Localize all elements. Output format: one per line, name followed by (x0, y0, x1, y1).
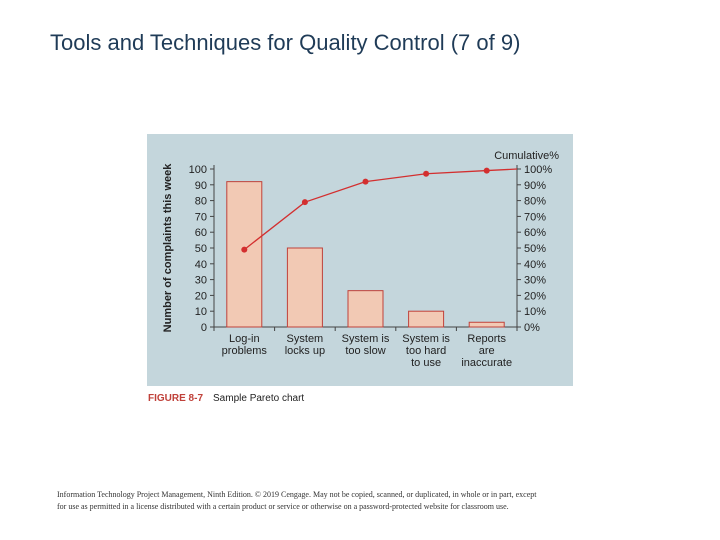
bar (286, 247, 323, 328)
y-tick-label-left: 0 (201, 322, 207, 334)
pareto-chart: 0 10 20 30 40 50 60 70 80 90 100 0% 10% 20% 30% 40% 50% 6… (162, 150, 559, 369)
x-category-label: Reports are inaccurate (461, 333, 512, 369)
y-tick-label-left: 60 (195, 227, 207, 239)
y-tick-label-left: 80 (195, 196, 207, 208)
bar (226, 181, 263, 328)
y-tick-label-right: 60% (524, 227, 546, 239)
x-category-label: System is too hard to use (402, 333, 450, 369)
y-axis-label-left: Number of complaints this week (162, 163, 174, 333)
figure-caption-text: Sample Pareto chart (213, 393, 305, 404)
y-tick-label-right: 50% (524, 243, 546, 255)
y-tick-label-right: 20% (524, 290, 546, 302)
cumulative-point (301, 199, 308, 206)
y-tick-label-right: 90% (524, 180, 546, 192)
cumulative-point (423, 170, 430, 177)
y-tick-label-right: 80% (524, 196, 546, 208)
slide-title: Tools and Techniques for Quality Control… (50, 30, 521, 55)
footer-line-1: Information Technology Project Managemen… (57, 490, 537, 499)
y-tick-label-left: 70 (195, 211, 207, 223)
y-tick-label-left: 10 (195, 306, 207, 318)
chart-panel: 0 10 20 30 40 50 60 70 80 90 100 0% 10% 20% 30% 40% 50% 6… (147, 134, 573, 386)
y-tick-label-left: 40 (195, 259, 207, 271)
cumulative-point (362, 178, 369, 185)
y-tick-label-right: 30% (524, 275, 546, 287)
x-category-label: Log-in problems (222, 333, 268, 357)
y-tick-label-right: 70% (524, 211, 546, 223)
cumulative-point (483, 167, 490, 174)
y-tick-label-left: 90 (195, 180, 207, 192)
cumulative-point (241, 246, 248, 253)
x-category-label: System locks up (285, 333, 325, 357)
y-tick-label-left: 50 (195, 243, 207, 255)
cumulative-line (243, 168, 518, 251)
y-tick-label-right: 40% (524, 259, 546, 271)
y-tick-label-right: 0% (524, 322, 540, 334)
y-tick-label-right: 10% (524, 306, 546, 318)
y-tick-label-left: 20 (195, 290, 207, 302)
y-tick-label-left: 30 (195, 275, 207, 287)
bar (408, 310, 445, 328)
x-category-label: System is too slow (342, 333, 390, 357)
figure-number: FIGURE 8-7 (148, 393, 204, 404)
y-tick-label-right: 100% (524, 164, 552, 176)
y-axis-label-right: Cumulative% (494, 150, 559, 162)
bar (468, 321, 505, 328)
footer-line-2: for use as permitted in a license distri… (57, 502, 509, 511)
bar (347, 290, 384, 328)
y-tick-label-left: 100 (189, 164, 207, 176)
figure-caption: FIGURE 8-7 Sample Pareto chart (148, 393, 304, 404)
copyright-footer: Information Technology Project Managemen… (57, 489, 677, 513)
